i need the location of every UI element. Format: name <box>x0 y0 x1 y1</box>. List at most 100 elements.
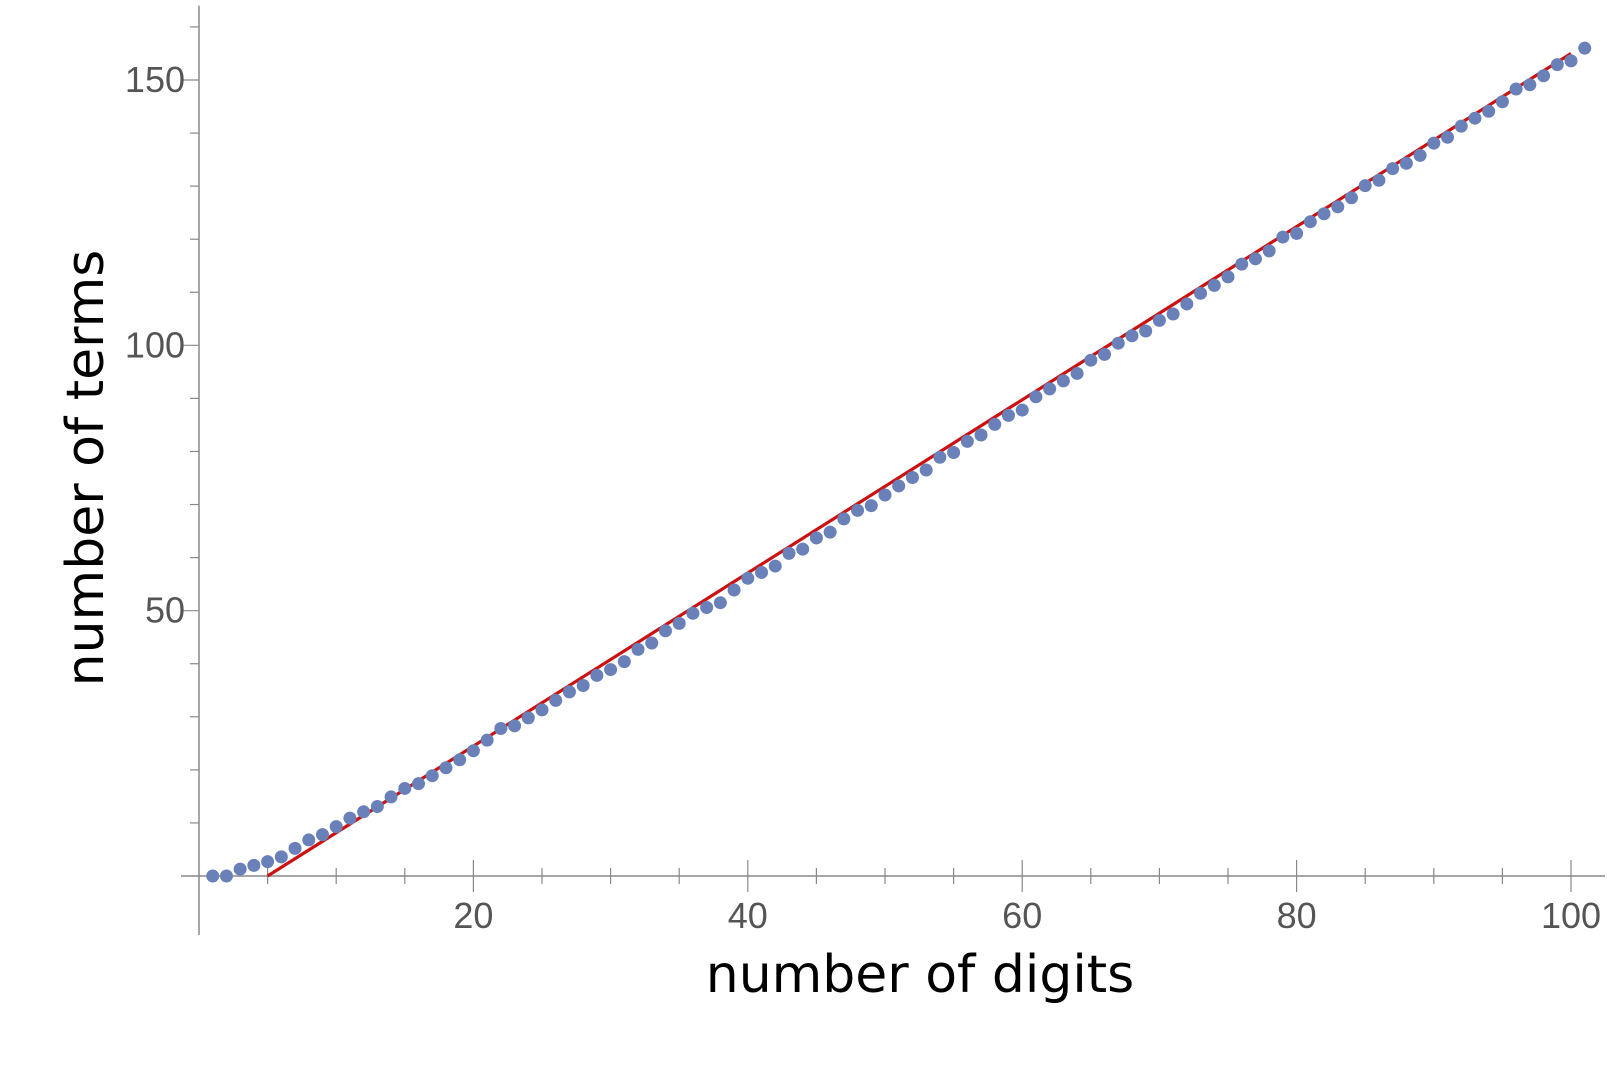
data-point <box>1427 136 1441 150</box>
data-point <box>878 488 892 502</box>
data-point <box>741 571 755 585</box>
data-point <box>672 616 686 630</box>
data-point <box>1317 207 1331 221</box>
data-point <box>960 434 974 448</box>
data-point <box>1399 156 1413 170</box>
data-point <box>521 711 535 725</box>
data-point <box>1029 390 1043 404</box>
data-point <box>1152 313 1166 327</box>
x-tick-label: 60 <box>1002 895 1042 936</box>
data-point <box>494 721 508 735</box>
data-point <box>1207 278 1221 292</box>
data-point <box>1043 382 1057 396</box>
x-axis: 20 40 60 80 100 <box>181 860 1605 936</box>
y-tick-label: 50 <box>145 590 185 631</box>
data-point <box>1372 173 1386 187</box>
data-point <box>1468 111 1482 125</box>
y-tick-label: 150 <box>125 59 185 100</box>
data-point <box>905 470 919 484</box>
data-point <box>700 600 714 614</box>
data-point <box>727 583 741 597</box>
data-point <box>686 606 700 620</box>
data-point <box>1276 230 1290 244</box>
data-point <box>988 417 1002 431</box>
data-point <box>384 790 398 804</box>
data-point <box>1194 286 1208 300</box>
data-point <box>782 546 796 560</box>
data-point <box>1331 200 1345 214</box>
data-point <box>480 733 494 747</box>
data-point <box>604 663 618 677</box>
data-point <box>1221 270 1235 284</box>
data-point <box>1509 82 1523 96</box>
data-point <box>1166 307 1180 321</box>
data-point <box>1125 329 1139 343</box>
x-ticks: 20 40 60 80 100 <box>267 860 1601 936</box>
data-point <box>796 542 810 556</box>
data-point <box>768 559 782 573</box>
data-point <box>562 685 576 699</box>
x-tick-label: 20 <box>453 895 493 936</box>
data-point <box>1290 226 1304 240</box>
data-point <box>439 761 453 775</box>
data-point <box>823 525 837 539</box>
data-point <box>453 753 467 767</box>
data-point <box>919 463 933 477</box>
data-point <box>1344 191 1358 205</box>
data-point <box>645 636 659 650</box>
data-point <box>837 512 851 526</box>
data-point <box>1564 54 1578 68</box>
x-axis-title: number of digits <box>706 945 1135 1005</box>
data-point <box>713 596 727 610</box>
x-tick-label: 80 <box>1277 895 1317 936</box>
data-point <box>412 777 426 791</box>
data-point <box>343 811 357 825</box>
data-point <box>233 862 247 876</box>
data-point <box>933 450 947 464</box>
data-point <box>1001 408 1015 422</box>
data-point <box>329 820 343 834</box>
data-point <box>631 642 645 656</box>
data-point <box>1495 95 1509 109</box>
data-point <box>1454 119 1468 133</box>
x-tick-label: 100 <box>1541 895 1601 936</box>
data-point <box>590 668 604 682</box>
data-point <box>247 858 261 872</box>
data-point <box>1015 403 1029 417</box>
data-point <box>1441 130 1455 144</box>
data-point <box>508 719 522 733</box>
data-point <box>1523 78 1537 92</box>
plot-area <box>206 41 1592 883</box>
data-point <box>1070 366 1084 380</box>
data-point <box>466 744 480 758</box>
data-point <box>288 841 302 855</box>
data-point <box>755 565 769 579</box>
data-point <box>617 655 631 669</box>
data-point <box>892 479 906 493</box>
data-point <box>261 855 275 869</box>
data-point <box>1303 215 1317 229</box>
data-point <box>1180 297 1194 311</box>
x-tick-label: 40 <box>728 895 768 936</box>
data-point <box>398 781 412 795</box>
data-point <box>1550 58 1564 72</box>
data-point <box>1084 353 1098 367</box>
data-point <box>370 799 384 813</box>
data-point <box>315 828 329 842</box>
data-point <box>864 499 878 513</box>
data-point <box>1111 336 1125 350</box>
data-point <box>1413 148 1427 162</box>
data-point <box>1358 179 1372 193</box>
data-point <box>1139 324 1153 338</box>
data-point <box>1098 347 1112 361</box>
data-point <box>549 693 563 707</box>
y-tick-label: 100 <box>125 324 185 365</box>
data-point <box>274 850 288 864</box>
data-point <box>1386 162 1400 176</box>
data-point <box>809 531 823 545</box>
data-point <box>425 769 439 783</box>
data-point <box>357 805 371 819</box>
data-point <box>947 446 961 460</box>
data-point <box>302 833 316 847</box>
